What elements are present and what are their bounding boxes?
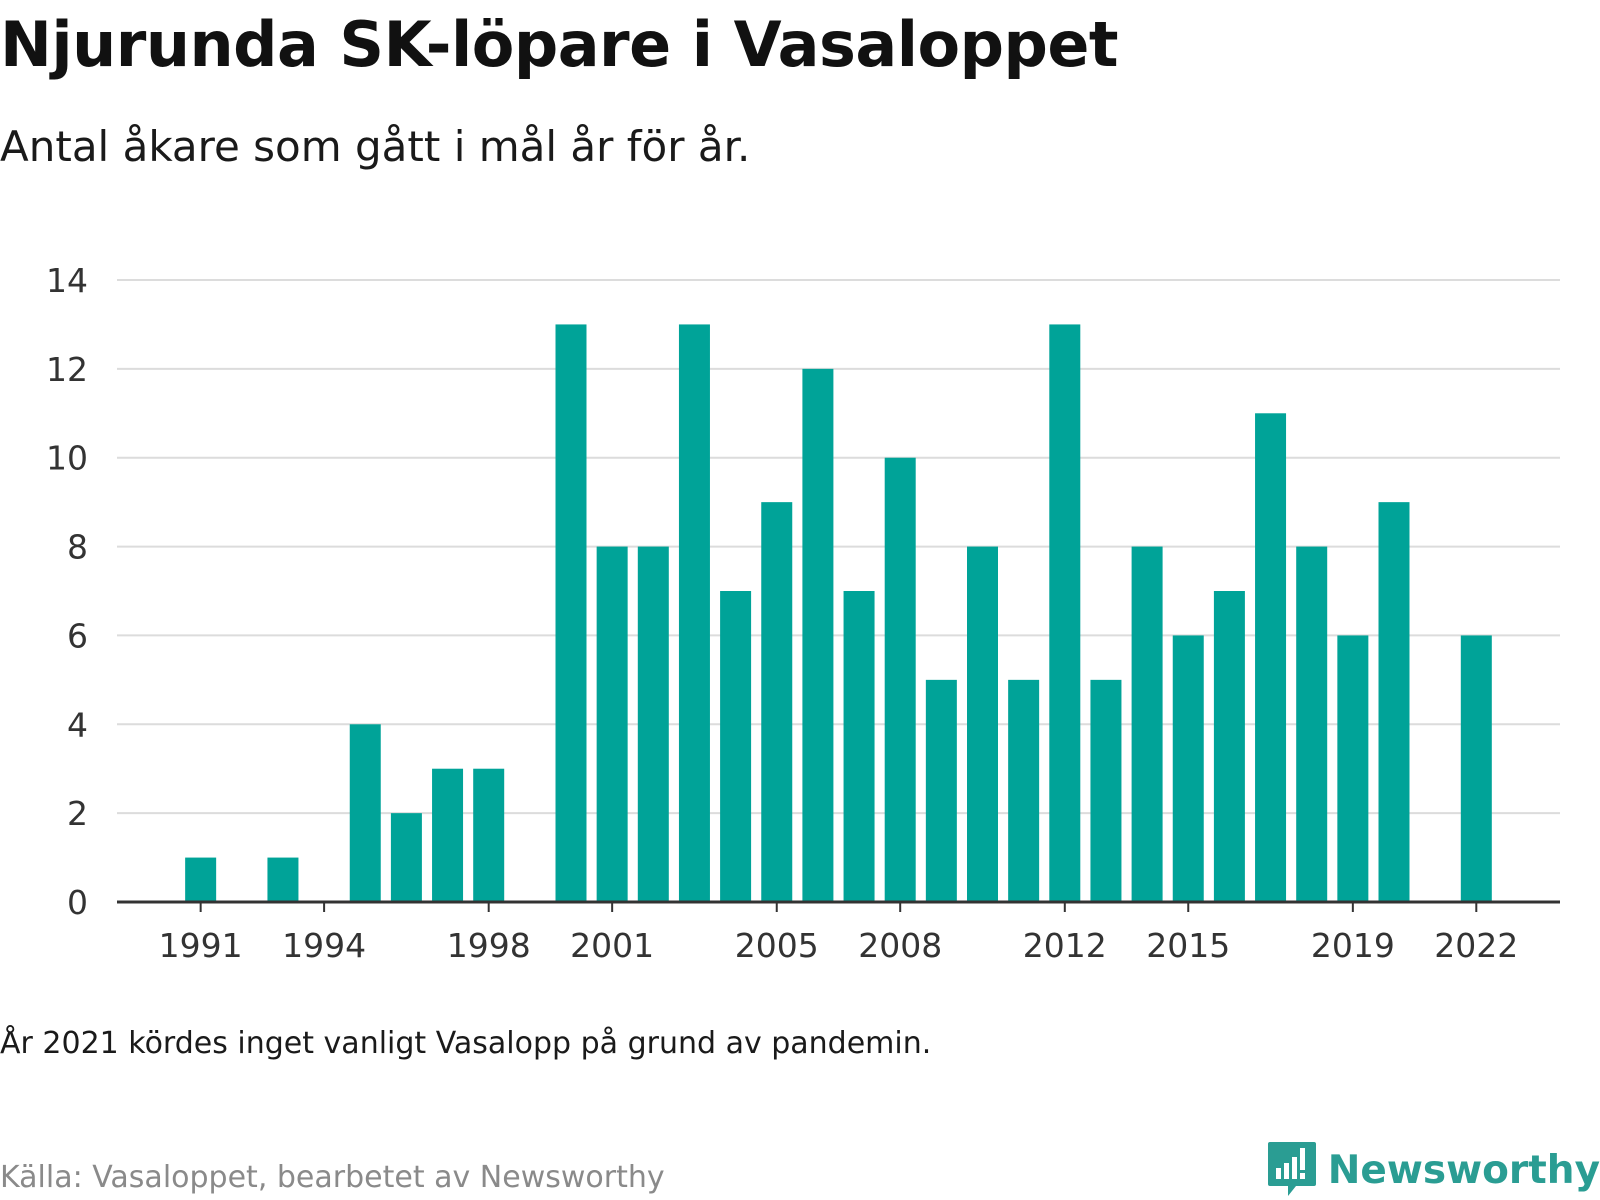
bar	[596, 546, 628, 902]
bar	[390, 813, 422, 902]
bar	[555, 324, 587, 902]
y-tick-label: 14	[46, 261, 88, 300]
bar	[1255, 413, 1287, 902]
bar	[678, 324, 710, 902]
bar	[967, 546, 998, 902]
x-tick-label: 2022	[1434, 926, 1518, 960]
x-tick-label: 2008	[858, 926, 942, 960]
bar	[843, 591, 875, 902]
x-tick-label: 2005	[735, 926, 819, 960]
newsworthy-logo: Newsworthy	[1266, 1140, 1600, 1200]
bar	[1090, 679, 1122, 902]
y-tick-label: 0	[67, 883, 88, 922]
footnote: År 2021 kördes inget vanligt Vasalopp på…	[0, 1026, 932, 1061]
source-credit: Källa: Vasaloppet, bearbetet av Newswort…	[0, 1160, 665, 1195]
bar	[473, 768, 505, 902]
bar	[1460, 635, 1492, 902]
bar	[1131, 546, 1163, 902]
y-tick-label: 6	[67, 616, 88, 655]
y-tick-label: 4	[67, 705, 88, 744]
chart-subtitle: Antal åkare som gått i mål år för år.	[0, 122, 751, 171]
bar	[925, 679, 957, 902]
bar	[802, 368, 834, 902]
x-tick-label: 2019	[1311, 926, 1395, 960]
x-tick-label: 1998	[447, 926, 531, 960]
brand-name: Newsworthy	[1327, 1147, 1600, 1193]
x-tick-label: 1991	[159, 926, 243, 960]
bar	[1337, 635, 1369, 902]
bar	[1378, 502, 1410, 902]
y-tick-label: 8	[67, 528, 88, 567]
bar	[349, 724, 381, 902]
bar	[267, 857, 299, 902]
bar	[432, 768, 464, 902]
x-tick-label: 1994	[282, 926, 366, 960]
bar-chart-speech-bubble-icon	[1267, 1142, 1316, 1196]
bar	[637, 546, 669, 902]
x-tick-label: 2001	[570, 926, 654, 960]
bar	[884, 457, 916, 902]
bar	[1008, 679, 1040, 902]
bar	[761, 502, 793, 902]
bar	[1296, 546, 1328, 902]
bar	[1172, 635, 1204, 902]
y-tick-label: 2	[67, 794, 88, 833]
bar	[1213, 591, 1245, 902]
bar	[1049, 324, 1081, 902]
bar	[185, 857, 217, 902]
x-tick-label: 2012	[1023, 926, 1107, 960]
bar-chart: 0 2 4 6 8 10 12 14 1991 1994 1998 2001 2005 2008 2012 2…	[46, 261, 1560, 960]
y-tick-label: 10	[46, 439, 88, 478]
chart-title: Njurunda SK-löpare i Vasaloppet	[0, 8, 1119, 81]
bar	[720, 591, 752, 902]
x-tick-label: 2015	[1146, 926, 1230, 960]
y-tick-label: 12	[46, 350, 88, 389]
